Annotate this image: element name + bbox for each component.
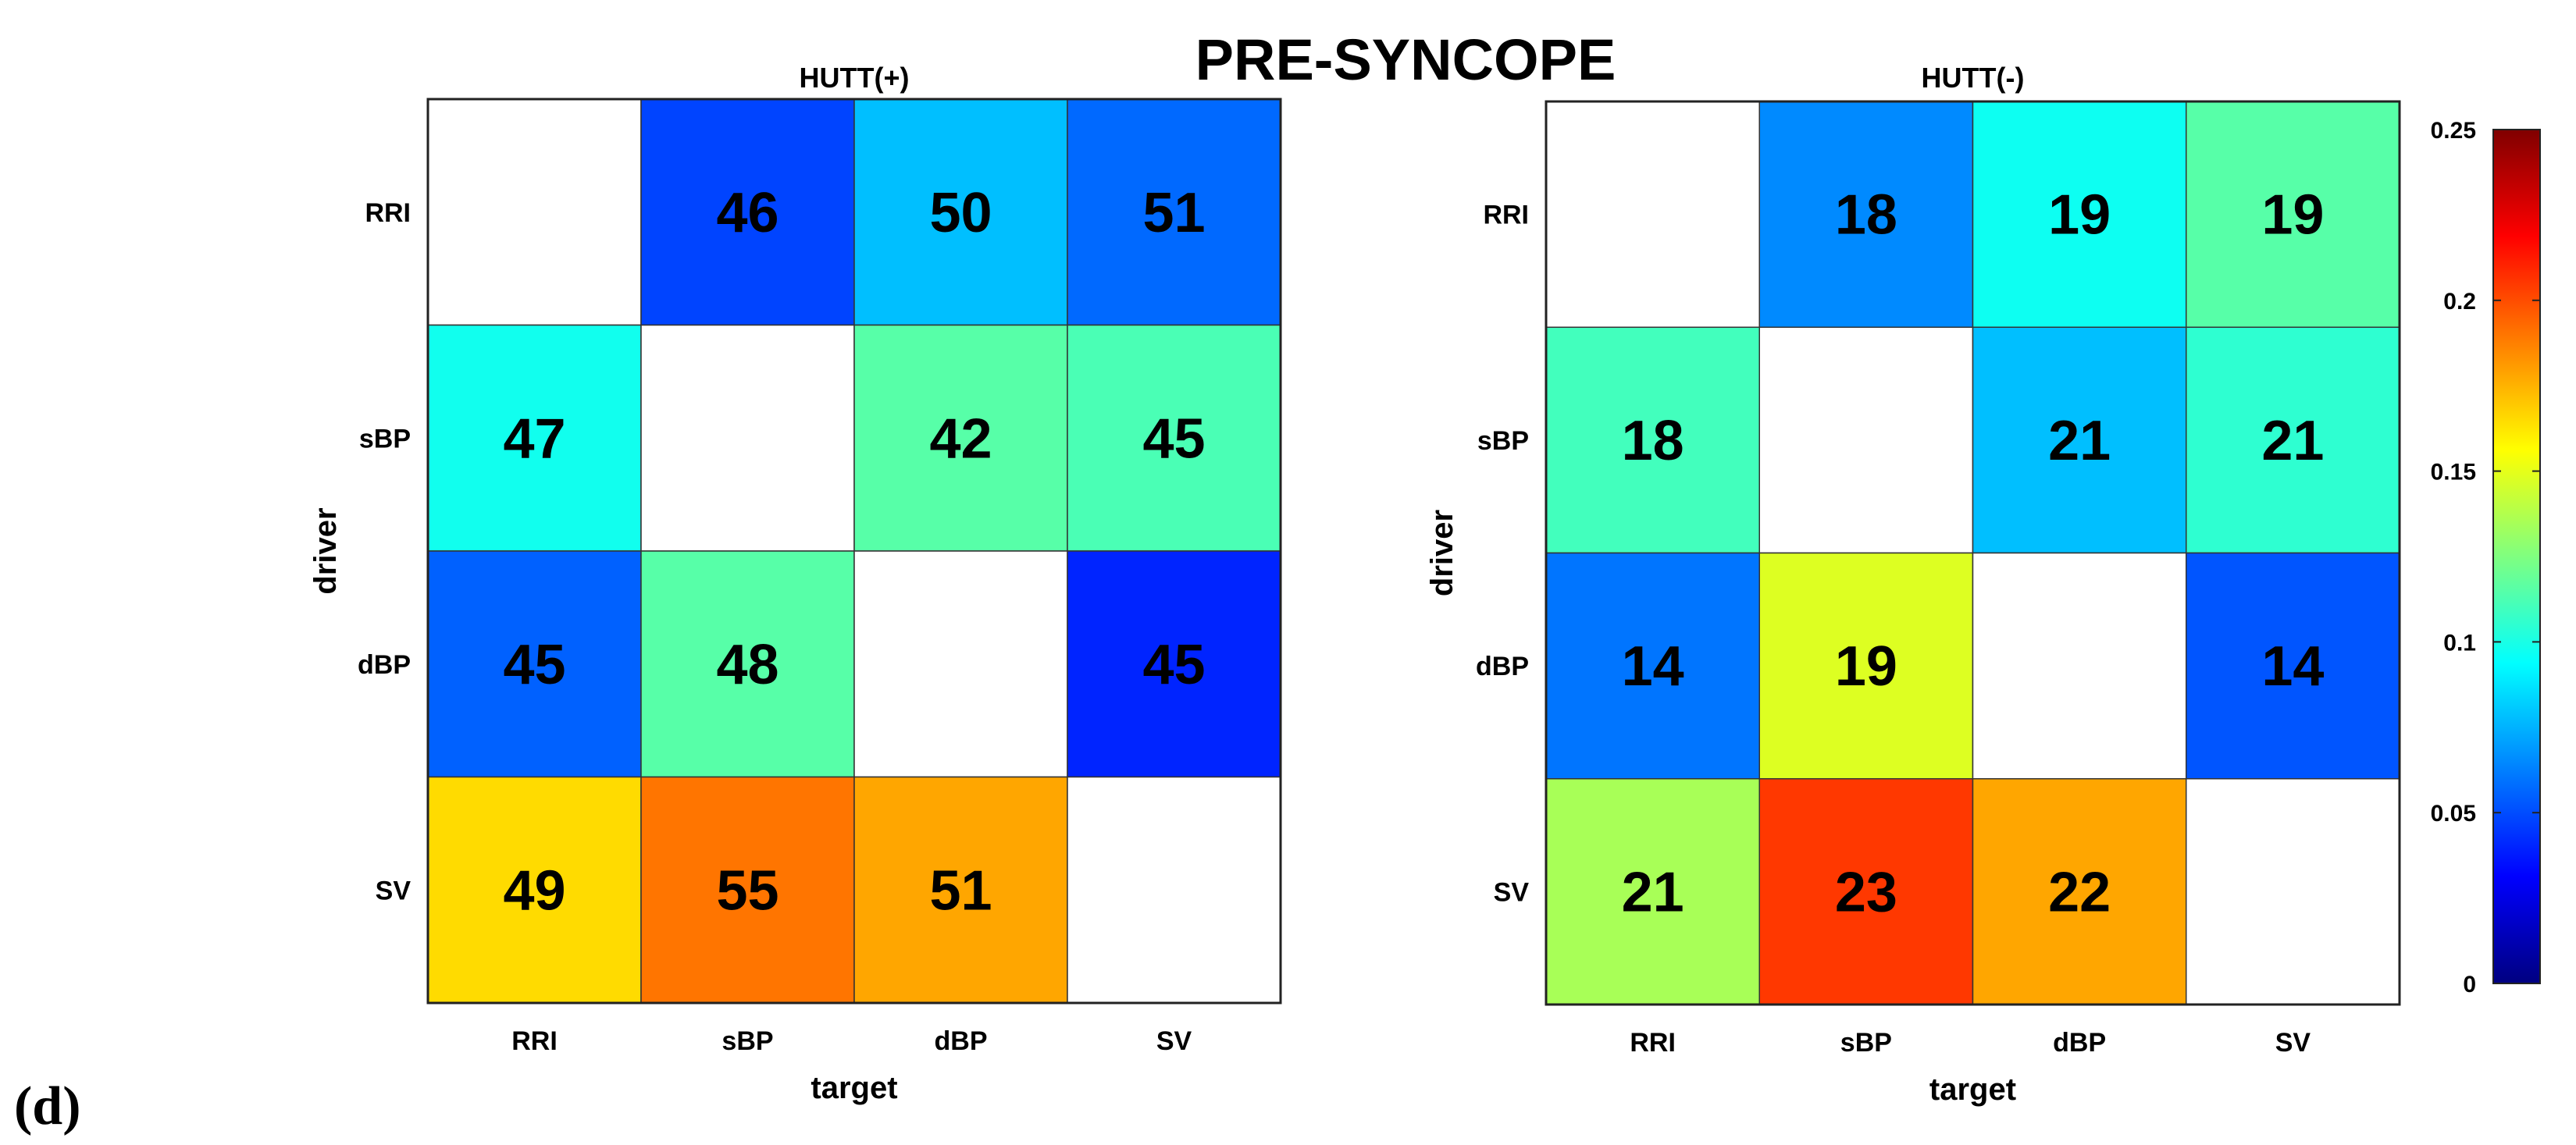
cell-value-label: 14 <box>2261 635 2324 698</box>
cell-value-label: 22 <box>2048 861 2111 923</box>
heatmap-hutt-positive: HUTT(+) 46 50 51 47 42 45 45 48 45 49 55 51 RRI sBP dBP… <box>308 62 1282 1105</box>
colorbar-tick-label: 0.25 <box>2431 118 2476 144</box>
cell-value-label: 21 <box>1622 861 1684 923</box>
heatmap-cell <box>2186 326 2400 554</box>
y-tick-label: sBP <box>1477 426 1529 456</box>
cell-value-label: 45 <box>1142 634 1205 696</box>
heatmap-cell <box>1545 326 1760 554</box>
cell-value-label: 19 <box>2261 184 2324 247</box>
panel-letter: (d) <box>14 1076 81 1136</box>
y-tick-label: RRI <box>365 198 411 228</box>
cell-value-label: 55 <box>716 859 779 922</box>
y-axis-label: driver <box>1425 510 1459 596</box>
heatmap-cell <box>1758 326 1974 554</box>
colorbar-tick-label: 0 <box>2463 972 2476 997</box>
heatmap-cell <box>1758 101 1974 328</box>
colorbar-tick-label: 0.05 <box>2431 801 2476 827</box>
x-axis-label: target <box>1929 1072 2016 1107</box>
heatmap-cell <box>1067 324 1281 552</box>
cell-value-label: 45 <box>1142 407 1205 470</box>
heatmap-cell <box>640 324 855 552</box>
plot-border <box>1545 100 2401 1006</box>
y-axis-label: driver <box>308 507 343 594</box>
cell-value-label: 23 <box>1835 861 1897 923</box>
heatmap-cell <box>1067 776 1281 1004</box>
colorbar-tick-label: 0.1 <box>2443 630 2476 656</box>
x-tick-label: SV <box>2275 1028 2311 1058</box>
cell-value-label: 42 <box>929 407 992 470</box>
cell-value-label: 21 <box>2048 410 2111 472</box>
heatmap-cell <box>1972 552 2187 780</box>
heatmap-cell <box>853 776 1068 1004</box>
cell-value-label: 14 <box>1622 635 1684 698</box>
heatmap-cell <box>2186 101 2400 328</box>
cell-value-label: 51 <box>929 859 992 922</box>
cell-value-label: 18 <box>1835 184 1897 247</box>
y-tick-label: sBP <box>359 424 411 453</box>
cell-value-label: 46 <box>716 182 779 244</box>
cell-value-label: 47 <box>503 407 565 470</box>
cell-value-label: 19 <box>1835 635 1897 698</box>
colorbar-tick-label: 0.2 <box>2443 289 2476 315</box>
x-tick-label: RRI <box>511 1026 558 1056</box>
cell-value-label: 21 <box>2261 410 2324 472</box>
x-tick-label: RRI <box>1630 1028 1676 1058</box>
colorbar: 0 0.05 0.1 0.15 0.2 0.25 <box>2431 118 2541 997</box>
cell-value-label: 19 <box>2048 184 2111 247</box>
cell-value-label: 51 <box>1142 182 1205 244</box>
heatmap-cell <box>1758 778 1974 1005</box>
heatmap-hutt-negative: HUTT(-) 18 19 19 18 21 21 14 19 14 21 23 22 RRI sBP dBP… <box>1425 62 2401 1107</box>
x-tick-label: SV <box>1156 1026 1192 1056</box>
colorbar-tick-label: 0.15 <box>2431 460 2476 485</box>
y-tick-label: dBP <box>1476 652 1529 681</box>
heatmap-cell <box>1545 101 1760 328</box>
heatmap-cell <box>1972 326 2187 554</box>
cell-value-label: 45 <box>503 634 565 696</box>
heatmap-cell <box>427 98 642 326</box>
x-tick-label: sBP <box>1840 1028 1892 1058</box>
heatmap-cell <box>853 550 1068 778</box>
heatmap-cell <box>2186 778 2400 1005</box>
colorbar-gradient <box>2492 129 2541 984</box>
y-tick-label: SV <box>1494 877 1530 907</box>
heatmap-cell <box>640 550 855 778</box>
heatmap-cell <box>640 98 855 326</box>
plot-border <box>426 98 1282 1005</box>
heatmap-cell <box>427 324 642 552</box>
x-tick-label: dBP <box>2053 1028 2106 1058</box>
main-title: PRE-SYNCOPE <box>1195 27 1616 92</box>
panel-title: HUTT(+) <box>800 62 910 94</box>
heatmap-cell <box>427 550 642 778</box>
heatmap-cell <box>1972 101 2187 328</box>
heatmap-cell <box>1758 552 1974 780</box>
panel-title: HUTT(-) <box>1922 62 2025 94</box>
x-tick-label: dBP <box>935 1026 988 1056</box>
y-tick-label: SV <box>376 876 412 905</box>
y-tick-label: dBP <box>358 650 411 680</box>
heatmap-cell <box>1545 778 1760 1005</box>
cell-value-label: 50 <box>929 182 992 244</box>
heatmap-cell <box>427 776 642 1004</box>
heatmap-cell <box>853 324 1068 552</box>
cell-value-label: 48 <box>716 634 779 696</box>
y-tick-label: RRI <box>1483 201 1529 230</box>
cell-value-label: 49 <box>503 859 565 922</box>
x-tick-label: sBP <box>721 1026 773 1056</box>
heatmap-cell <box>1972 778 2187 1005</box>
heatmap-cell <box>853 98 1068 326</box>
x-axis-label: target <box>811 1071 897 1105</box>
heatmap-cell <box>2186 552 2400 780</box>
cell-value-label: 18 <box>1622 410 1684 472</box>
